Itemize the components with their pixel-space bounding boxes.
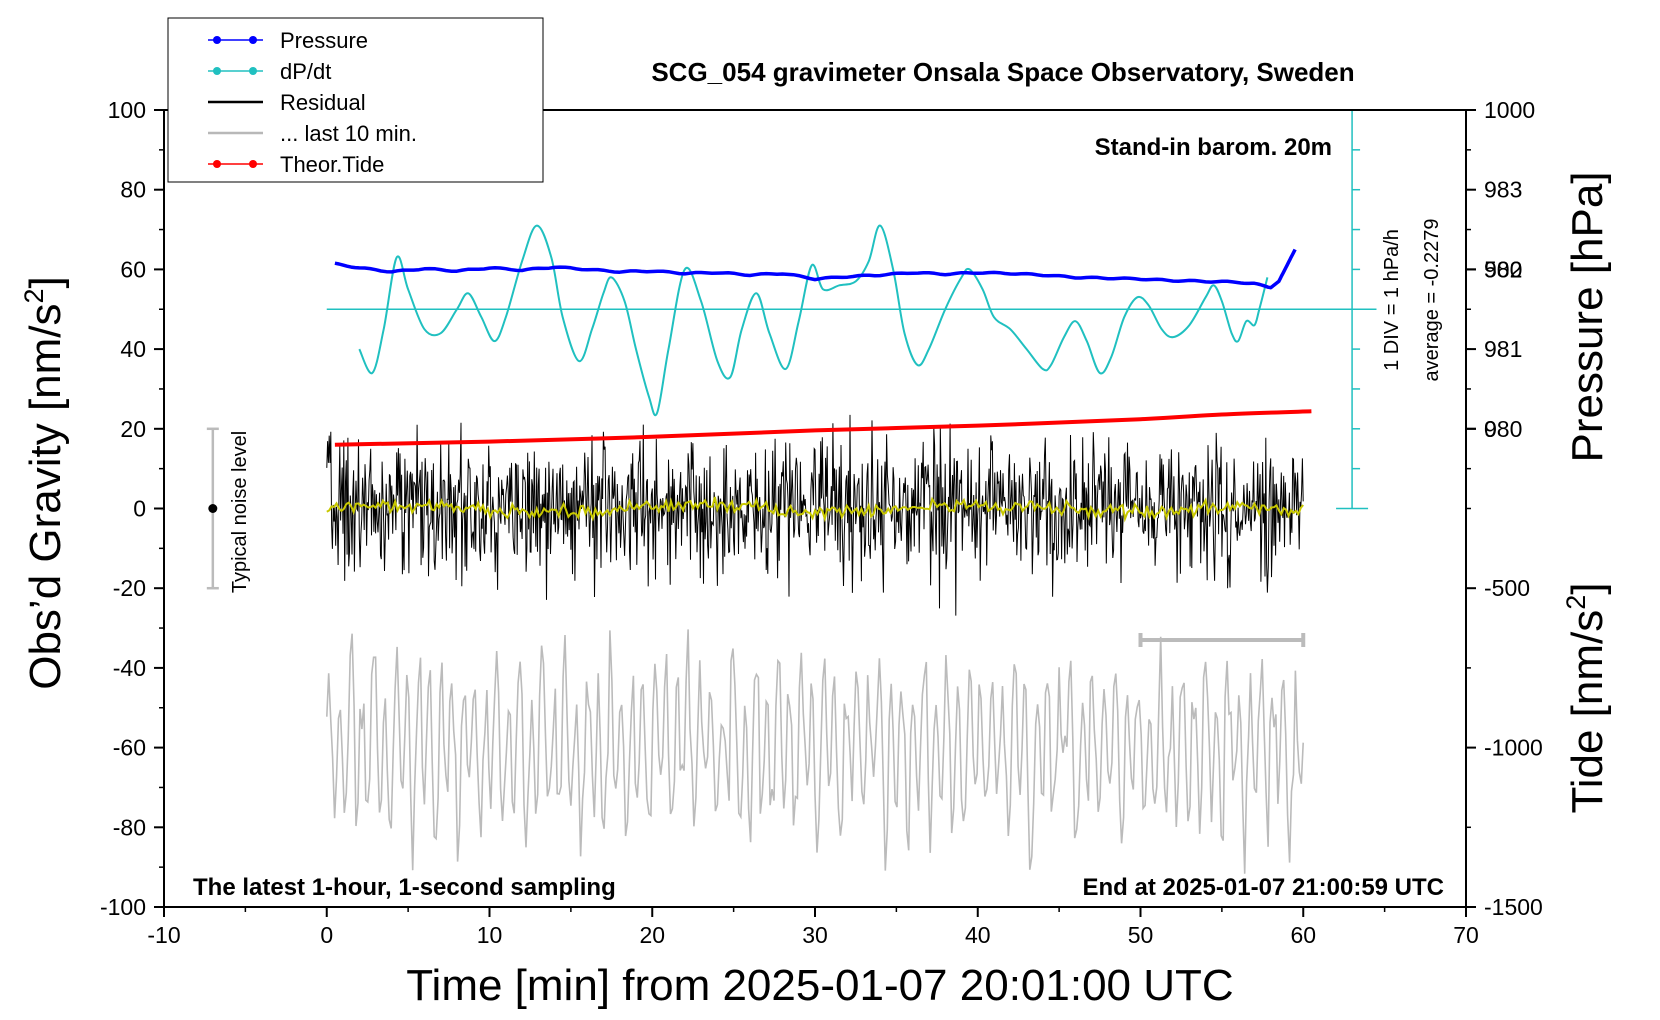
- legend-label: Pressure: [280, 28, 368, 53]
- average-label: average = -0.2279: [1421, 219, 1443, 382]
- tide-tick-label: -1500: [1484, 894, 1543, 920]
- div-label: 1 DIV = 1 hPa/h: [1381, 229, 1403, 371]
- series-last-10-min: [326, 629, 1306, 874]
- axes: -10 0 10 20 30 40 50 60 70100806040200-20-40-60-…: [100, 97, 1543, 948]
- x-axis-label: Time [min] from 2025-01-07 20:01:00 UTC: [406, 961, 1233, 1010]
- noise-level-bar: [206, 427, 219, 590]
- x-tick-label: 10: [477, 922, 503, 948]
- x-tick-label: 40: [965, 922, 991, 948]
- noise-label: Typical noise level: [229, 431, 251, 593]
- y-tick-label: 20: [120, 416, 146, 442]
- legend-label: Theor.Tide: [280, 152, 384, 177]
- y-axis-label-tide: Tide [nm/s2]: [1561, 582, 1612, 813]
- x-tick-label: 0: [320, 922, 333, 948]
- pressure-tick-label: 983: [1484, 177, 1522, 203]
- stand-in-label: Stand-in barom. 20m: [1095, 134, 1332, 161]
- series-pressure: [334, 248, 1297, 290]
- tide-tick-label: 1000: [1484, 97, 1535, 123]
- y-tick-label: -100: [100, 894, 146, 920]
- tide-tick-label: 500: [1484, 256, 1522, 282]
- residual-line: [326, 414, 1304, 616]
- x-tick-label: 70: [1453, 922, 1479, 948]
- y-tick-label: 0: [133, 496, 146, 522]
- y-tick-label: -80: [113, 814, 146, 840]
- x-tick-label: 30: [802, 922, 828, 948]
- legend-marker: [213, 67, 221, 75]
- legend-label: ... last 10 min.: [280, 121, 417, 146]
- tide-tick-label: 0: [1484, 416, 1497, 442]
- x-tick-label: -10: [147, 922, 180, 948]
- x-tick-label: 50: [1128, 922, 1154, 948]
- y-tick-label: 40: [120, 336, 146, 362]
- tide-line: [334, 409, 1312, 447]
- pressure-tick-label: 981: [1484, 336, 1522, 362]
- y-tick-label: -20: [113, 575, 146, 601]
- residual-smoothed-line: [326, 496, 1304, 523]
- pressure-line: [334, 248, 1297, 290]
- x-tick-label: 60: [1290, 922, 1316, 948]
- y-tick-label: 100: [108, 97, 146, 123]
- legend-marker: [213, 160, 221, 168]
- series-dpdt: [326, 224, 1377, 417]
- y-axis-label-pressure: Pressure [hPa]: [1563, 171, 1612, 462]
- legend-label: Residual: [280, 90, 366, 115]
- pressure-tick-label: 980: [1484, 416, 1522, 442]
- y-tick-label: 60: [120, 256, 146, 282]
- chart-title: SCG_054 gravimeter Onsala Space Observat…: [651, 57, 1354, 87]
- tide-tick-label: -500: [1484, 575, 1530, 601]
- legend-marker: [249, 67, 257, 75]
- legend-marker: [249, 36, 257, 44]
- legend-box: [167, 17, 544, 183]
- y-tick-label: -40: [113, 655, 146, 681]
- legend-label: dP/dt: [280, 59, 331, 84]
- tide-tick-label: -1000: [1484, 735, 1543, 761]
- y-tick-label: 80: [120, 177, 146, 203]
- pressure-tick-label: 982: [1484, 256, 1522, 282]
- y-tick-label: -60: [113, 735, 146, 761]
- legend-marker: [213, 36, 221, 44]
- end-at-label: End at 2025-01-07 21:00:59 UTC: [1083, 874, 1445, 901]
- legend-marker: [249, 160, 257, 168]
- x-tick-label: 20: [639, 922, 665, 948]
- y-axis-label-gravity: Obs’d Gravity [nm/s2]: [19, 276, 70, 690]
- noise-bar-center-dot: [208, 504, 218, 513]
- series-theor-tide: [334, 409, 1312, 447]
- last-10-min-line: [326, 629, 1304, 874]
- series-residual: [326, 414, 1304, 616]
- legend: Pressure dP/dt Residual ... last 10 min. The…: [167, 17, 544, 183]
- dpdt-line: [358, 224, 1269, 417]
- latest-sampling-label: The latest 1-hour, 1-second sampling: [193, 874, 616, 901]
